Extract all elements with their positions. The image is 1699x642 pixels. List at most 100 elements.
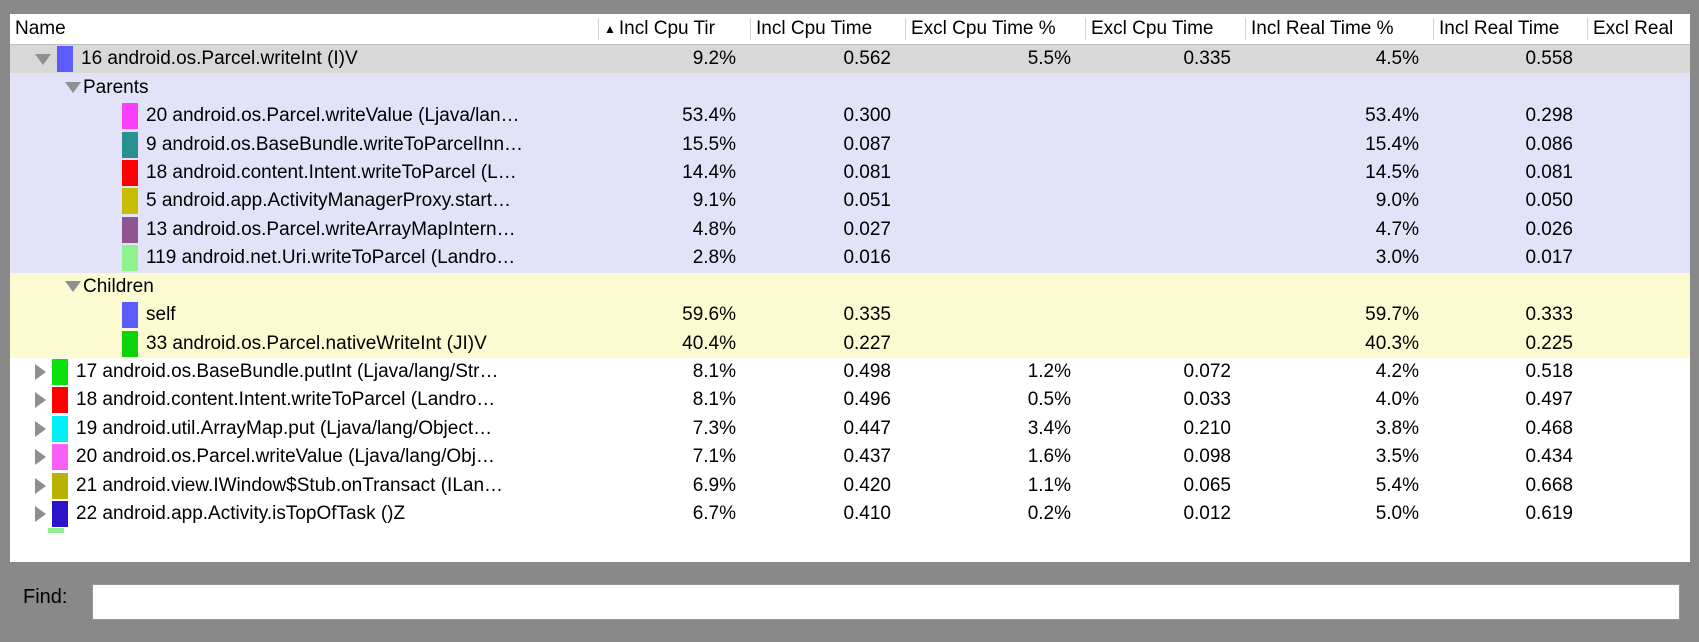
cell-incl_cpu_time: 0.027 [843, 218, 891, 240]
cell-incl_real_pct: 53.4% [1365, 105, 1419, 127]
cell-incl_cpu_pct: 40.4% [682, 332, 736, 354]
triangle-right-icon[interactable] [35, 392, 46, 409]
column-header-excl_cpu_pct[interactable]: Excl Cpu Time % [905, 18, 1085, 40]
section-header-row[interactable]: Children [10, 272, 1690, 301]
column-header-label: Excl Cpu Time % [911, 18, 1056, 39]
cell-excl_cpu_time: 0.210 [1183, 417, 1231, 439]
name-cell: 20 android.os.Parcel.writeValue (Ljava/l… [10, 443, 598, 471]
method-color-swatch [122, 245, 138, 272]
table-row[interactable]: 5 android.app.ActivityManagerProxy.start… [10, 187, 1690, 216]
method-color-swatch [52, 415, 68, 442]
section-label: Parents [83, 76, 149, 98]
cell-incl_real_time: 0.333 [1525, 304, 1573, 326]
triangle-right-icon[interactable] [35, 420, 46, 437]
table-row[interactable]: 33 android.os.Parcel.nativeWriteInt (JI)… [10, 329, 1690, 358]
method-color-swatch [122, 131, 138, 158]
cell-incl_cpu_pct: 53.4% [682, 105, 736, 127]
table-row[interactable]: 17 android.os.BaseBundle.putInt (Ljava/l… [10, 357, 1690, 387]
cell-incl_real_pct: 4.0% [1375, 389, 1419, 411]
table-row[interactable]: 16 android.os.Parcel.writeInt (I)V 9.2% 0.… [10, 45, 1690, 74]
profiler-method-table: Name ▲ Incl Cpu Tir Incl Cpu Time Excl Cpu T… [10, 14, 1690, 562]
cell-incl_real_pct: 4.5% [1375, 48, 1419, 70]
method-name: 5 android.app.ActivityManagerProxy.start… [146, 190, 512, 212]
cell-incl_cpu_pct: 9.2% [692, 48, 736, 70]
name-cell: self [10, 301, 598, 329]
cell-incl_cpu_time: 0.335 [843, 304, 891, 326]
method-color-swatch [52, 501, 68, 528]
cell-excl_cpu_pct: 1.2% [1027, 361, 1071, 383]
section-header-row[interactable]: Parents [10, 73, 1690, 102]
cell-incl_real_pct: 59.7% [1365, 304, 1419, 326]
table-row[interactable]: 18 android.content.Intent.writeToParcel … [10, 386, 1690, 415]
method-color-swatch [52, 359, 68, 386]
cell-incl_real_time: 0.086 [1525, 133, 1573, 155]
triangle-down-icon[interactable] [35, 53, 51, 65]
triangle-down-icon[interactable] [65, 82, 81, 94]
table-row[interactable]: 20 android.os.Parcel.writeValue (Ljava/l… [10, 443, 1690, 472]
method-name: 33 android.os.Parcel.nativeWriteInt (JI)… [146, 332, 487, 354]
sort-ascending-icon: ▲ [604, 22, 616, 36]
table-row-partial[interactable] [10, 528, 1690, 534]
table-row[interactable]: self 59.6% 0.335 59.7% 0.333 [10, 300, 1690, 330]
method-color-swatch [52, 387, 68, 414]
column-header-label: Excl Cpu Time [1091, 18, 1214, 39]
cell-incl_real_time: 0.050 [1525, 190, 1573, 212]
cell-excl_cpu_pct: 3.4% [1027, 417, 1071, 439]
cell-incl_cpu_pct: 6.9% [692, 474, 736, 496]
name-cell: 119 android.net.Uri.writeToParcel (Landr… [10, 244, 598, 272]
table-row[interactable]: 19 android.util.ArrayMap.put (Ljava/lang… [10, 414, 1690, 444]
column-header-label: Name [15, 18, 66, 39]
cell-incl_real_pct: 40.3% [1365, 332, 1419, 354]
method-name: 21 android.view.IWindow$Stub.onTransact … [76, 474, 504, 496]
column-header-incl_real_time[interactable]: Incl Real Time [1433, 18, 1587, 40]
triangle-right-icon[interactable] [35, 477, 46, 494]
section-label: Children [83, 275, 154, 297]
cell-incl_real_pct: 15.4% [1365, 133, 1419, 155]
table-row[interactable]: 22 android.app.Activity.isTopOfTask ()Z 6… [10, 500, 1690, 529]
column-header-incl_cpu_time[interactable]: Incl Cpu Time [750, 18, 905, 40]
cell-incl_real_time: 0.468 [1525, 417, 1573, 439]
name-cell: 19 android.util.ArrayMap.put (Ljava/lang… [10, 415, 598, 443]
method-color-swatch [122, 159, 138, 186]
column-header-label: Incl Real Time % [1251, 18, 1394, 39]
table-row[interactable]: 20 android.os.Parcel.writeValue (Ljava/l… [10, 101, 1690, 131]
column-header-label: Incl Real Time [1439, 18, 1560, 39]
table-row[interactable]: 13 android.os.Parcel.writeArrayMapIntern… [10, 215, 1690, 245]
triangle-right-icon[interactable] [35, 449, 46, 466]
name-cell: 18 android.content.Intent.writeToParcel … [10, 386, 598, 414]
column-header-label: Incl Cpu Time [756, 18, 873, 39]
method-name: 20 android.os.Parcel.writeValue (Ljava/l… [146, 105, 520, 127]
find-input[interactable] [92, 584, 1680, 620]
table-row[interactable]: 18 android.content.Intent.writeToParcel … [10, 158, 1690, 188]
cell-incl_cpu_pct: 4.8% [692, 218, 736, 240]
cell-incl_real_time: 0.497 [1525, 389, 1573, 411]
name-cell: 18 android.content.Intent.writeToParcel … [10, 159, 598, 187]
triangle-right-icon[interactable] [35, 364, 46, 381]
cell-incl_real_time: 0.225 [1525, 332, 1573, 354]
cell-incl_cpu_pct: 14.4% [682, 161, 736, 183]
cell-excl_cpu_time: 0.335 [1183, 48, 1231, 70]
method-name: 9 android.os.BaseBundle.writeToParcelInn… [146, 133, 524, 155]
column-header-label: Incl Cpu Tir [618, 18, 715, 39]
table-row[interactable]: 21 android.view.IWindow$Stub.onTransact … [10, 471, 1690, 500]
cell-incl_cpu_time: 0.300 [843, 105, 891, 127]
cell-incl_cpu_time: 0.562 [843, 48, 891, 70]
method-name: 20 android.os.Parcel.writeValue (Ljava/l… [76, 446, 495, 468]
cell-incl_cpu_time: 0.087 [843, 133, 891, 155]
name-cell: 21 android.view.IWindow$Stub.onTransact … [10, 472, 598, 500]
method-name: self [146, 304, 176, 326]
cell-incl_cpu_time: 0.447 [843, 417, 891, 439]
column-header-excl_cpu_time[interactable]: Excl Cpu Time [1085, 18, 1245, 40]
table-row[interactable]: 119 android.net.Uri.writeToParcel (Landr… [10, 244, 1690, 273]
column-header-excl_real[interactable]: Excl Real [1587, 18, 1690, 40]
triangle-down-icon[interactable] [65, 281, 81, 293]
name-cell: 16 android.os.Parcel.writeInt (I)V [10, 45, 598, 73]
cell-incl_real_pct: 5.0% [1375, 503, 1419, 525]
table-row[interactable]: 9 android.os.BaseBundle.writeToParcelInn… [10, 130, 1690, 159]
cell-excl_cpu_time: 0.012 [1183, 503, 1231, 525]
column-header-name[interactable]: Name [10, 18, 598, 40]
column-header-incl_real_pct[interactable]: Incl Real Time % [1245, 18, 1433, 40]
triangle-right-icon[interactable] [35, 506, 46, 523]
column-header-incl_cpu_pct[interactable]: ▲ Incl Cpu Tir [598, 18, 750, 40]
cell-incl_real_time: 0.017 [1525, 247, 1573, 269]
